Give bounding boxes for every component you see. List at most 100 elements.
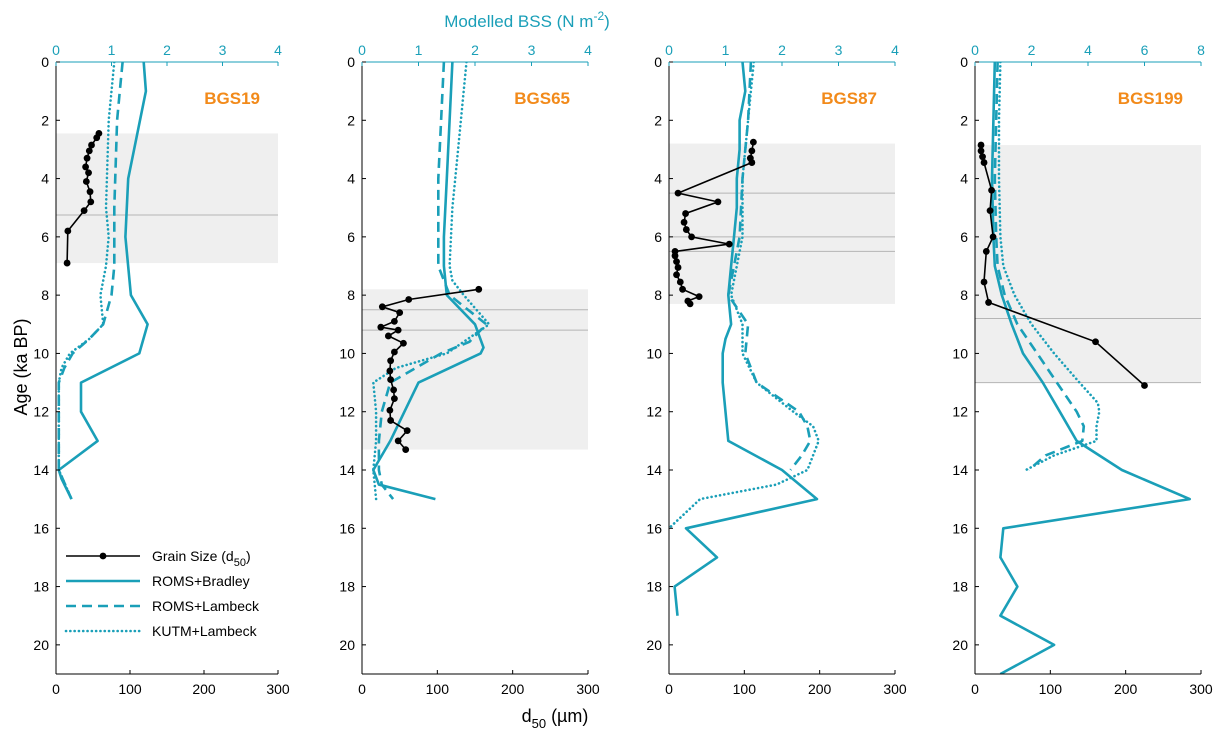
series-kutm-lambeck	[997, 62, 1101, 472]
grain-size-point	[394, 326, 402, 334]
grain-size-point	[83, 154, 91, 162]
series-roms-lambeck	[57, 62, 124, 500]
legend-marker	[99, 552, 107, 560]
x-top-tick-label: 2	[1028, 42, 1036, 58]
grain-size-point	[686, 300, 694, 308]
grain-size-point	[725, 240, 733, 248]
x-bottom-tick-label: 100	[733, 681, 757, 697]
y-tick-label: 4	[960, 171, 968, 187]
x-top-tick-label: 3	[219, 42, 227, 58]
x-bottom-tick-label: 200	[1114, 681, 1138, 697]
grain-size-point	[88, 141, 95, 149]
grain-size-point	[714, 198, 722, 206]
grain-size-point	[378, 303, 386, 311]
grain-size-point	[986, 207, 994, 215]
x-bottom-tick-label: 0	[971, 681, 979, 697]
grain-size-point	[405, 296, 413, 303]
y-axis-title: Age (ka BP)	[11, 318, 31, 415]
legend-entry-dashed: ROMS+Lambeck	[66, 598, 260, 614]
y-tick-label: 2	[654, 112, 662, 128]
y-tick-label: 10	[646, 345, 662, 361]
grain-size-point	[674, 264, 682, 271]
grain-size-point	[390, 386, 398, 394]
legend-entry-grain: Grain Size (d50)	[66, 548, 251, 569]
grain-size-point	[977, 141, 985, 149]
grain-size-point	[80, 207, 88, 215]
grain-size-point	[977, 147, 985, 155]
grain-size-point	[679, 285, 686, 293]
grain-size-point	[384, 332, 392, 340]
y-tick-label: 0	[347, 54, 355, 70]
y-tick-label: 14	[339, 462, 355, 478]
x-bottom-tick-label: 200	[501, 681, 525, 697]
x-top-tick-label: 0	[971, 42, 979, 58]
grain-size-point	[475, 285, 483, 293]
grain-size-point	[400, 339, 407, 347]
grain-size-point	[64, 227, 72, 235]
x-top-tick-label: 3	[835, 42, 843, 58]
legend-label: Grain Size (d50)	[152, 548, 251, 569]
grain-size-point	[87, 198, 95, 206]
grain-size-point	[394, 437, 402, 445]
grain-size-point	[673, 271, 680, 279]
y-tick-label: 20	[33, 637, 49, 653]
grain-size-point	[676, 278, 684, 286]
grain-size-point	[749, 138, 757, 146]
x-top-tick-label: 6	[1141, 42, 1149, 58]
grain-size-point	[85, 169, 92, 177]
grain-size-point	[390, 317, 398, 325]
y-tick-label: 16	[339, 520, 355, 536]
y-tick-label: 0	[654, 54, 662, 70]
series-roms-bradley	[673, 62, 819, 616]
grain-size-point	[402, 446, 410, 453]
shaded-interval	[975, 145, 1201, 383]
legend-entry-dotted: KUTM+Lambeck	[64, 623, 258, 639]
x-top-tick-label: 2	[163, 42, 171, 58]
y-tick-label: 20	[339, 637, 355, 653]
series-roms-lambeck	[377, 62, 488, 500]
shaded-interval	[56, 133, 278, 264]
y-tick-label: 2	[41, 112, 49, 128]
x-top-tick-label: 2	[778, 42, 786, 58]
x-top-tick-label: 1	[722, 42, 730, 58]
y-tick-label: 10	[339, 345, 355, 361]
site-label: BGS19	[204, 89, 260, 108]
grain-size-point	[403, 427, 411, 435]
grain-size-point	[93, 134, 101, 142]
grain-size-point	[673, 258, 680, 266]
y-tick-label: 12	[339, 404, 355, 420]
y-tick-label: 18	[646, 579, 662, 595]
series-kutm-lambeck	[57, 62, 116, 501]
panel-series	[57, 62, 149, 501]
y-tick-label: 12	[33, 404, 49, 420]
panel-series	[371, 62, 491, 501]
grain-size-point	[748, 147, 756, 155]
y-tick-label: 6	[654, 229, 662, 245]
y-tick-label: 6	[960, 229, 968, 245]
grain-size-point	[396, 309, 404, 317]
grain-size-point	[390, 395, 398, 402]
x-bottom-tick-label: 0	[52, 681, 60, 697]
grain-size-point	[680, 218, 688, 226]
x-bottom-tick-label: 100	[426, 681, 450, 697]
grain-size-point	[748, 159, 756, 166]
grain-size-point	[387, 376, 395, 384]
grain-size-point	[671, 252, 679, 260]
legend: Grain Size (d50) ROMS+Bradley ROMS+Lambeck…	[64, 548, 260, 639]
grain-size-point	[1092, 338, 1099, 346]
y-tick-label: 16	[646, 520, 662, 536]
grain-size-point	[387, 417, 395, 424]
grain-size-point	[695, 293, 703, 300]
x-bottom-tick-label: 0	[358, 681, 366, 697]
x-bottom-tick-label: 300	[266, 681, 290, 697]
y-tick-label: 10	[952, 345, 968, 361]
bottom-axis-title: d50 (µm)	[522, 706, 589, 731]
grain-size-point	[988, 186, 995, 194]
grain-size-point	[85, 147, 93, 155]
grain-size-point	[63, 259, 71, 267]
